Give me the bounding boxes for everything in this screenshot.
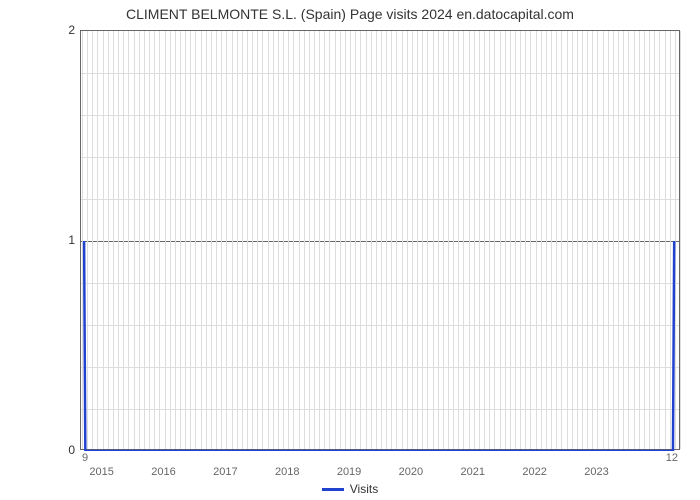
plot-area <box>80 30 680 450</box>
x-year-label: 2020 <box>399 466 423 478</box>
x-month-label: 9 <box>82 452 88 464</box>
x-year-label: 2017 <box>213 466 237 478</box>
x-year-label: 2016 <box>151 466 175 478</box>
x-year-label: 2023 <box>584 466 608 478</box>
x-year-label: 2021 <box>461 466 485 478</box>
legend-label: Visits <box>350 482 378 496</box>
y-tick-label: 0 <box>35 443 75 457</box>
x-year-label: 2022 <box>522 466 546 478</box>
y-tick-label: 1 <box>35 233 75 247</box>
chart-title: CLIMENT BELMONTE S.L. (Spain) Page visit… <box>0 6 700 22</box>
legend-swatch <box>322 488 344 491</box>
x-month-label: 12 <box>666 452 678 464</box>
x-year-label: 2019 <box>337 466 361 478</box>
y-tick-label: 2 <box>35 23 75 37</box>
legend: Visits <box>0 482 700 496</box>
chart-container: CLIMENT BELMONTE S.L. (Spain) Page visit… <box>0 0 700 500</box>
x-year-label: 2015 <box>89 466 113 478</box>
x-year-label: 2018 <box>275 466 299 478</box>
line-series <box>81 31 681 451</box>
